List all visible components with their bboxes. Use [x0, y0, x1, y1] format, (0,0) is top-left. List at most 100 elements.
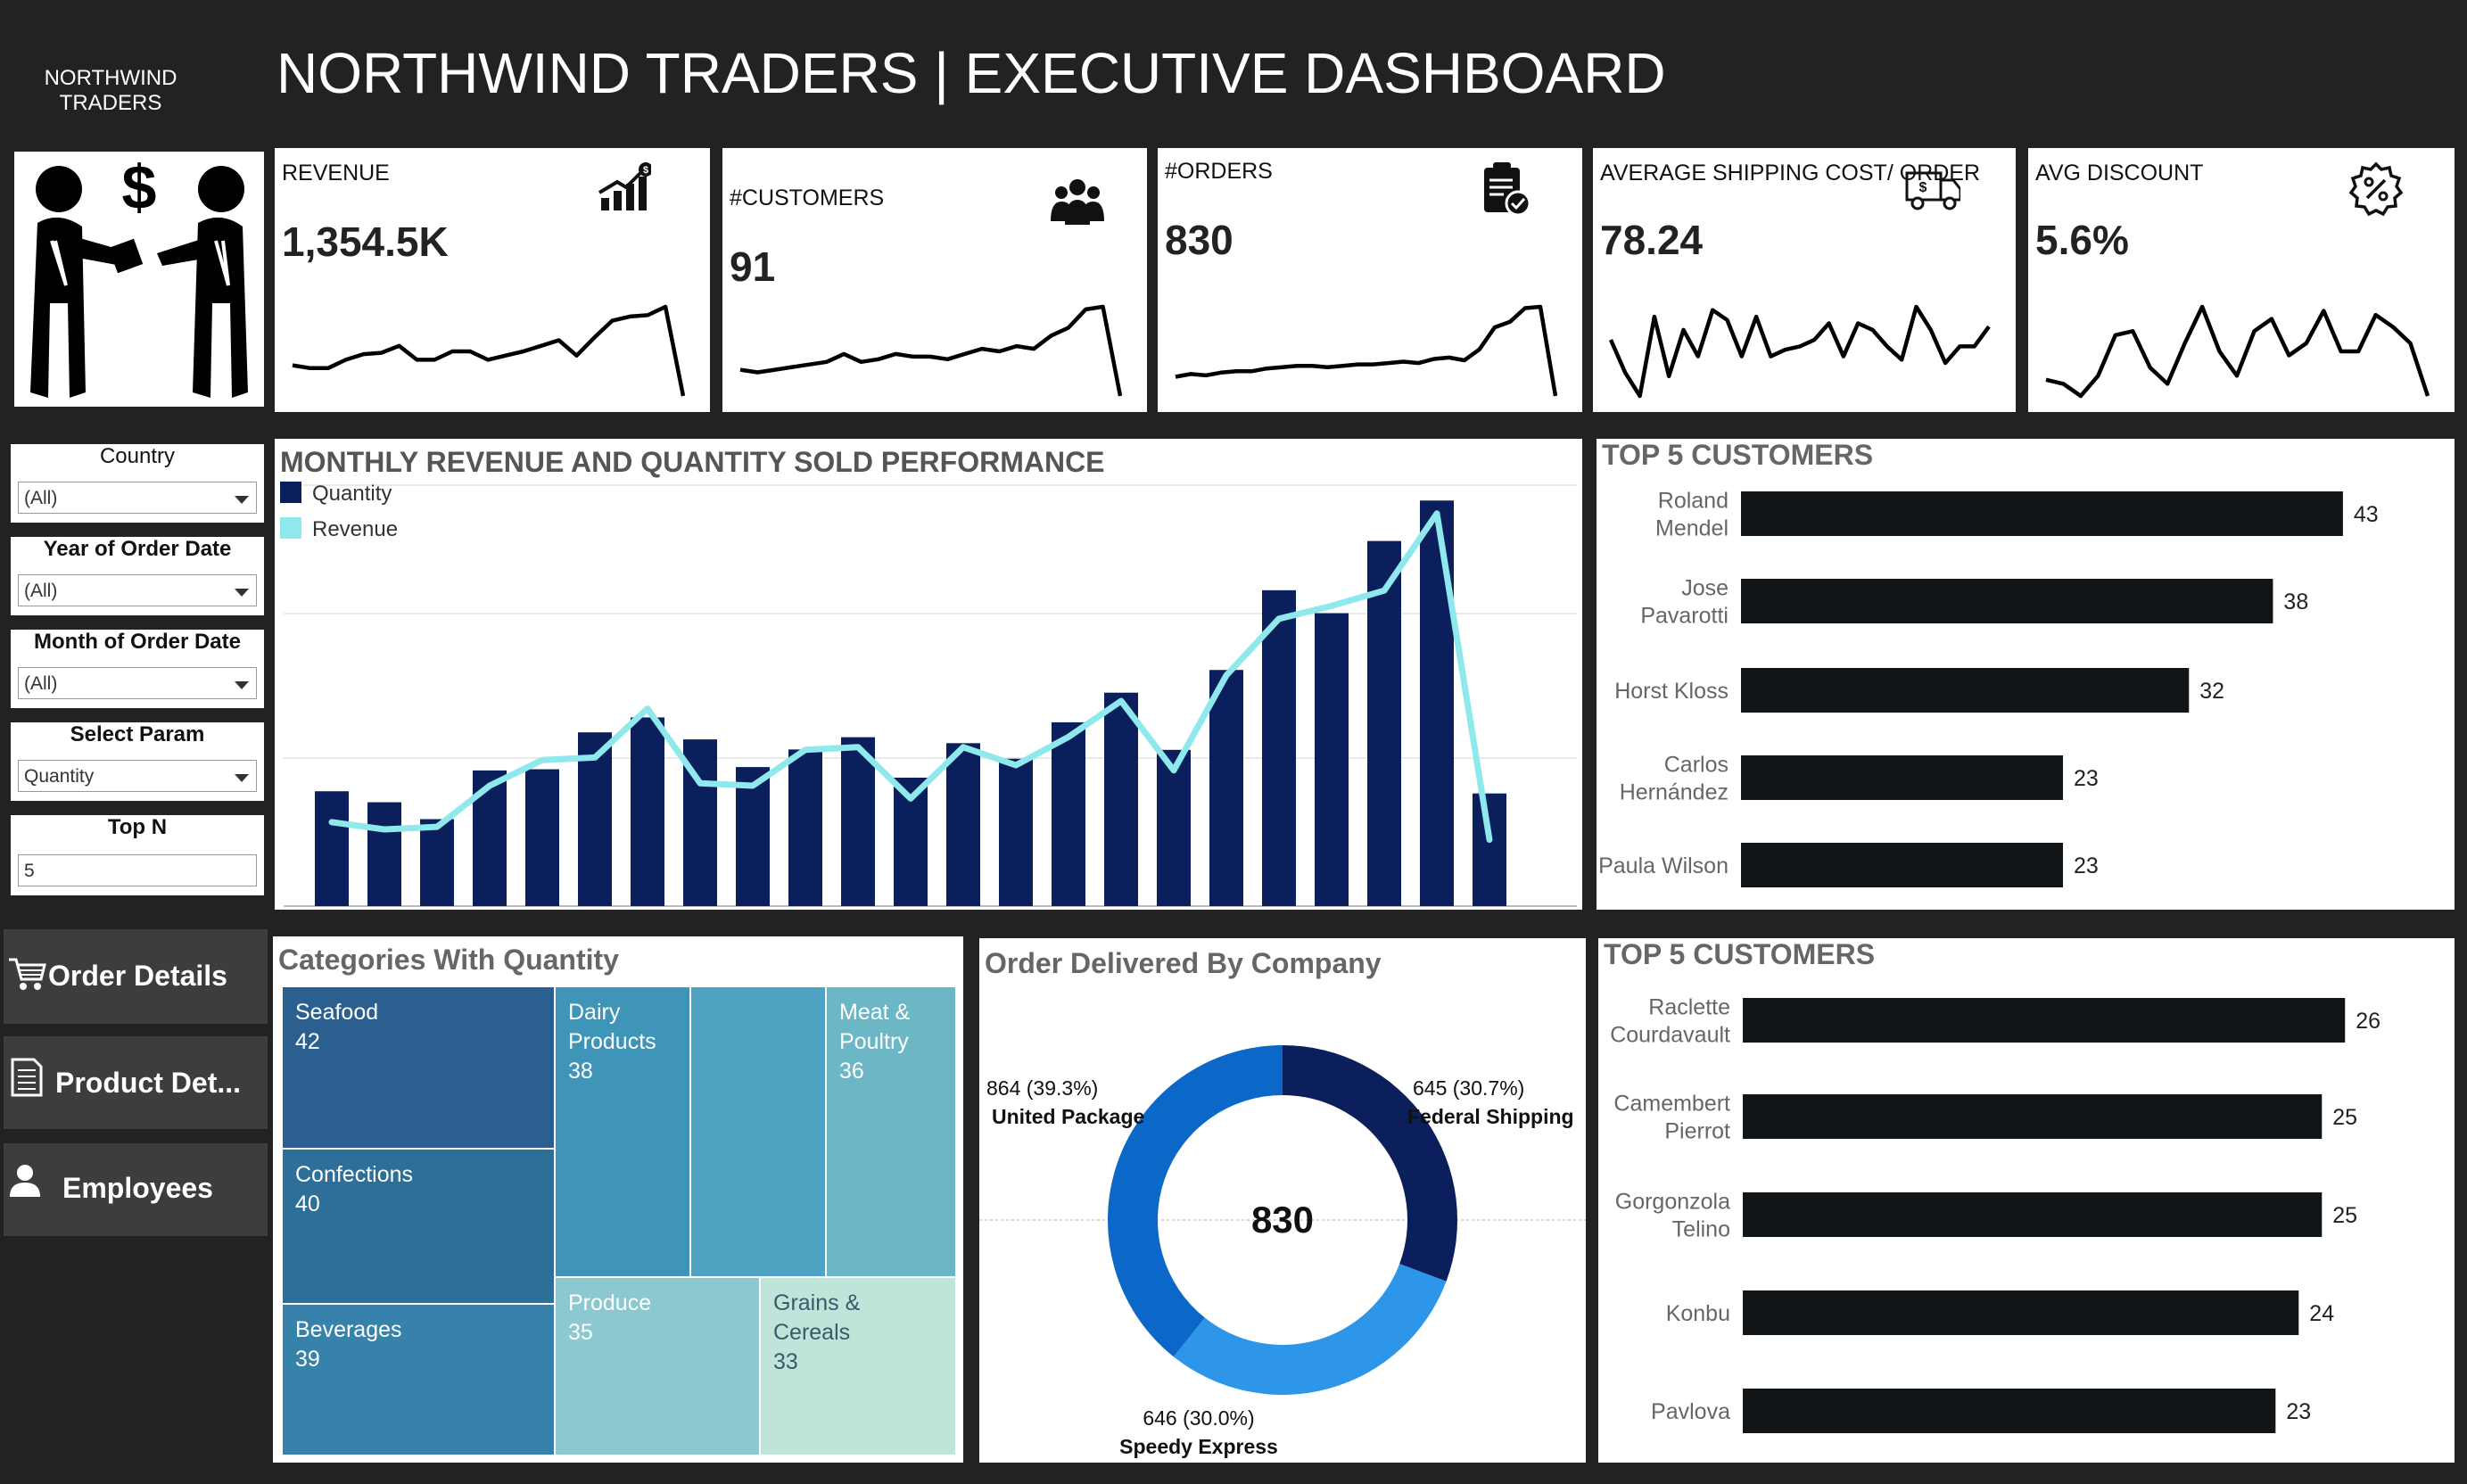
treemap-cell[interactable]: Dairy Products 38 — [555, 986, 690, 1277]
customer-name-label: Horst Kloss — [1614, 679, 1729, 704]
quantity-bar[interactable] — [946, 743, 980, 906]
treemap-cell-value: 33 — [773, 1349, 798, 1374]
discount-badge-icon — [2348, 161, 2404, 217]
customer-name-label: Gorgonzola — [1615, 1190, 1730, 1215]
filter-year-of-order-date: Year of Order Date (All) — [11, 537, 264, 615]
monthly-chart-title: MONTHLY REVENUE AND QUANTITY SOLD PERFOR… — [280, 446, 1105, 478]
filter-value: (All) — [24, 581, 58, 601]
treemap-cell-label: Produce — [568, 1290, 652, 1315]
top-customers-title-2: TOP 5 CUSTOMERS — [1604, 938, 1876, 970]
customer-bar[interactable] — [1741, 755, 2063, 800]
brand-line-1: NORTHWIND — [44, 66, 177, 90]
sparkline-path — [292, 304, 686, 397]
treemap-cell-value: 42 — [295, 1029, 320, 1054]
filter-dropdown[interactable]: Quantity — [18, 760, 257, 792]
treemap-cell-label: Meat & Poultry — [839, 1000, 911, 1054]
quantity-bar[interactable] — [631, 717, 664, 906]
business-deal-icon: $ — [30, 153, 248, 398]
filter-label: Top N — [107, 815, 168, 839]
treemap-cell[interactable] — [690, 986, 826, 1277]
top-customers-panel-1: TOP 5 CUSTOMERS 43 Roland Mendel 38 Jose Pava… — [1597, 439, 2455, 910]
legend-swatch-quantity — [280, 482, 301, 503]
quantity-bar[interactable] — [999, 758, 1033, 906]
quantity-bar[interactable] — [1157, 749, 1191, 906]
filter-dropdown[interactable]: (All) — [18, 574, 257, 606]
treemap-cell-label: Seafood — [295, 1000, 379, 1025]
treemap-cell[interactable]: Confections 40 — [282, 1149, 555, 1304]
delivered-title: Order Delivered By Company — [985, 947, 1382, 979]
treemap-cell[interactable]: Grains & Cereals 33 — [760, 1277, 956, 1455]
chevron-down-icon — [235, 589, 249, 597]
filter-text-input[interactable]: 5 — [18, 854, 257, 886]
quantity-bar[interactable] — [525, 769, 559, 906]
categories-title: Categories With Quantity — [278, 944, 619, 976]
donut-slice[interactable] — [1108, 1045, 1283, 1357]
customer-bar[interactable] — [1743, 1389, 2276, 1433]
orders-clipboard-icon — [1484, 162, 1531, 217]
quantity-bar[interactable] — [1209, 670, 1243, 906]
quantity-bar[interactable] — [578, 732, 612, 906]
treemap-cell[interactable]: Meat & Poultry 36 — [826, 986, 956, 1277]
quantity-bar[interactable] — [788, 749, 822, 906]
treemap-cell-value: 40 — [295, 1191, 320, 1216]
kpi-value: 830 — [1165, 217, 1234, 263]
customer-bar-value: 23 — [2074, 853, 2099, 878]
donut-slice-label: Federal Shipping — [1407, 1105, 1574, 1128]
filter-dropdown[interactable]: (All) — [18, 667, 257, 699]
nav-order-details-button[interactable]: Order Details — [4, 929, 268, 1024]
nav-employees-button[interactable]: Employees — [4, 1143, 268, 1236]
quantity-bar[interactable] — [1315, 613, 1349, 906]
quantity-bar[interactable] — [367, 802, 401, 906]
treemap-cell-label: Grains & Cereals — [773, 1290, 861, 1345]
quantity-bar[interactable] — [1104, 692, 1138, 906]
donut-slice[interactable] — [1283, 1045, 1457, 1282]
quantity-bar[interactable] — [736, 767, 770, 906]
quantity-bar[interactable] — [1367, 540, 1401, 906]
customer-bar[interactable] — [1741, 843, 2063, 887]
customer-name-label: Konbu — [1666, 1301, 1730, 1326]
filter-select-param: Select Param Quantity — [11, 722, 264, 801]
donut-slice-value: 864 (39.3%) — [986, 1076, 1098, 1100]
nav-employees-label: Employees — [62, 1172, 213, 1204]
treemap-cell[interactable]: Seafood 42 — [282, 986, 555, 1149]
customer-name-label: Pavarotti — [1640, 604, 1729, 629]
customer-name-label: Mendel — [1655, 516, 1729, 541]
filter-label: Month of Order Date — [34, 630, 241, 654]
quantity-bar[interactable] — [841, 737, 875, 906]
customer-bar[interactable] — [1741, 491, 2343, 536]
shipping-truck-icon: $ — [1905, 171, 1960, 210]
customer-bar-value: 32 — [2199, 679, 2224, 704]
customer-bar[interactable] — [1743, 1094, 2323, 1139]
quantity-bar[interactable] — [1262, 589, 1296, 906]
kpi-sparkline — [292, 304, 686, 397]
quantity-bar[interactable] — [420, 819, 454, 906]
quantity-bar[interactable] — [1420, 500, 1454, 906]
quantity-bar[interactable] — [315, 791, 349, 906]
treemap-cell-label: Dairy Products — [568, 1000, 656, 1054]
donut-slice-value: 646 (30.0%) — [1143, 1406, 1254, 1430]
kpi-label: #CUSTOMERS — [730, 186, 885, 210]
customer-bar[interactable] — [1743, 1290, 2299, 1335]
treemap-cell[interactable]: Beverages 39 — [282, 1304, 555, 1455]
nav-product-details-button[interactable]: Product Det... — [4, 1036, 268, 1129]
revenue-line[interactable] — [328, 510, 1493, 843]
customer-bar-value: 38 — [2283, 589, 2308, 614]
customer-name-label: Telino — [1672, 1217, 1730, 1242]
customer-bar[interactable] — [1743, 1192, 2323, 1237]
donut-slice[interactable] — [1173, 1264, 1447, 1395]
quantity-bar[interactable] — [1473, 793, 1506, 906]
filter-dropdown[interactable]: (All) — [18, 482, 257, 514]
donut-slice-value: 645 (30.7%) — [1413, 1076, 1524, 1100]
treemap-cell-label: Beverages — [295, 1317, 402, 1342]
customer-bar[interactable] — [1741, 668, 2190, 713]
quantity-bar[interactable] — [473, 770, 507, 906]
donut-slice-label: United Package — [992, 1105, 1144, 1128]
kpi-card-2: #ORDERS 830 — [1158, 148, 1582, 412]
legend-swatch-revenue — [280, 517, 301, 539]
customer-bar[interactable] — [1743, 998, 2346, 1043]
customer-bar[interactable] — [1741, 579, 2273, 623]
treemap-cell[interactable]: Produce 35 — [555, 1277, 760, 1455]
customer-name-label: Raclette — [1648, 995, 1730, 1020]
quantity-bar[interactable] — [1052, 721, 1085, 906]
